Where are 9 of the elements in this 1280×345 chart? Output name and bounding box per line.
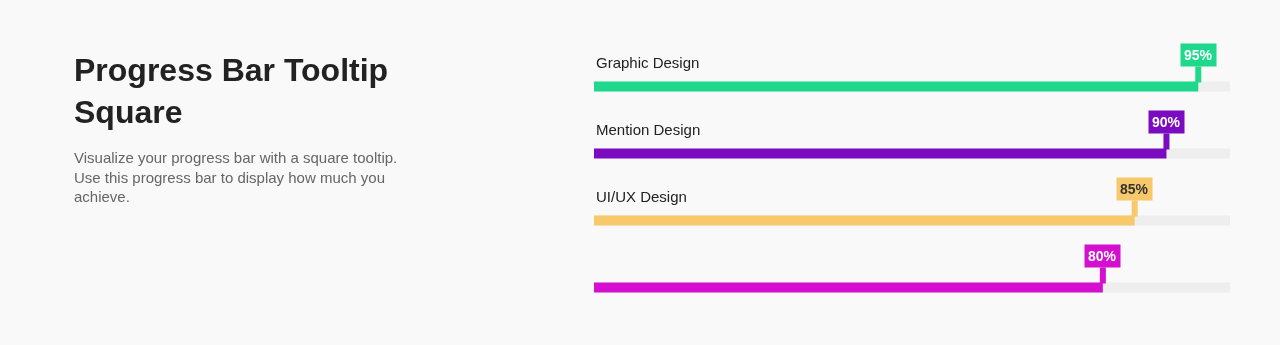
y-tick-label: UI/UX Design	[596, 188, 687, 205]
data-label: 95%	[1184, 47, 1213, 63]
text: Visualize your progress bar with a square tooltip. Use this progress bar to display how much you achieve.	[74, 149, 398, 205]
data-label: 80%	[1088, 248, 1117, 264]
text: Progress Bar Tooltip Square	[74, 52, 389, 130]
y-tick-label: Mention Design	[596, 121, 701, 138]
data-label: 85%	[1120, 181, 1149, 197]
data-label: 90%	[1152, 114, 1181, 130]
y-tick-label: Graphic Design	[596, 54, 700, 71]
